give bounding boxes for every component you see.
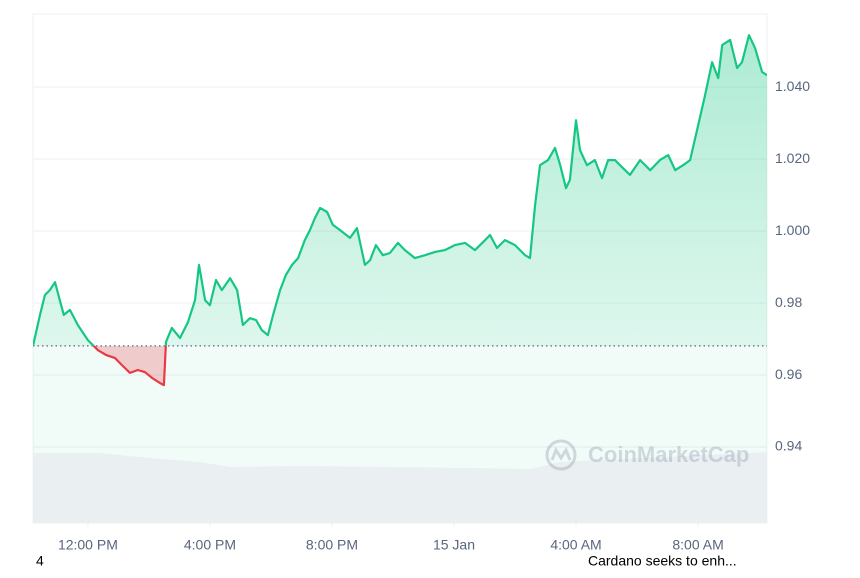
y-tick-label: 0.98 [775, 294, 802, 310]
x-tick-label: 8:00 PM [306, 537, 358, 553]
volume-area [33, 452, 767, 523]
news-ticker[interactable]: Cardano seeks to enh... [588, 553, 737, 569]
y-tick-label: 1.000 [775, 222, 810, 238]
watermark-text: CoinMarketCap [588, 442, 749, 467]
page-indicator: 4 [36, 553, 44, 569]
line-layer [33, 34, 767, 387]
price-line-up [33, 34, 767, 346]
x-tick-label: 4:00 AM [550, 537, 601, 553]
y-tick-label: 0.94 [775, 438, 802, 454]
area-down [33, 345, 767, 386]
y-tick-label: 0.96 [775, 366, 802, 382]
price-line-down [33, 345, 167, 387]
x-tick-label: 15 Jan [433, 537, 475, 553]
watermark: CoinMarketCap [545, 439, 749, 471]
x-tick-label: 12:00 PM [58, 537, 118, 553]
y-tick-label: 1.040 [775, 78, 810, 94]
x-tick-label: 4:00 PM [184, 537, 236, 553]
y-tick-label: 1.020 [775, 150, 810, 166]
area-up [33, 35, 767, 346]
x-tick-label: 8:00 AM [672, 537, 723, 553]
